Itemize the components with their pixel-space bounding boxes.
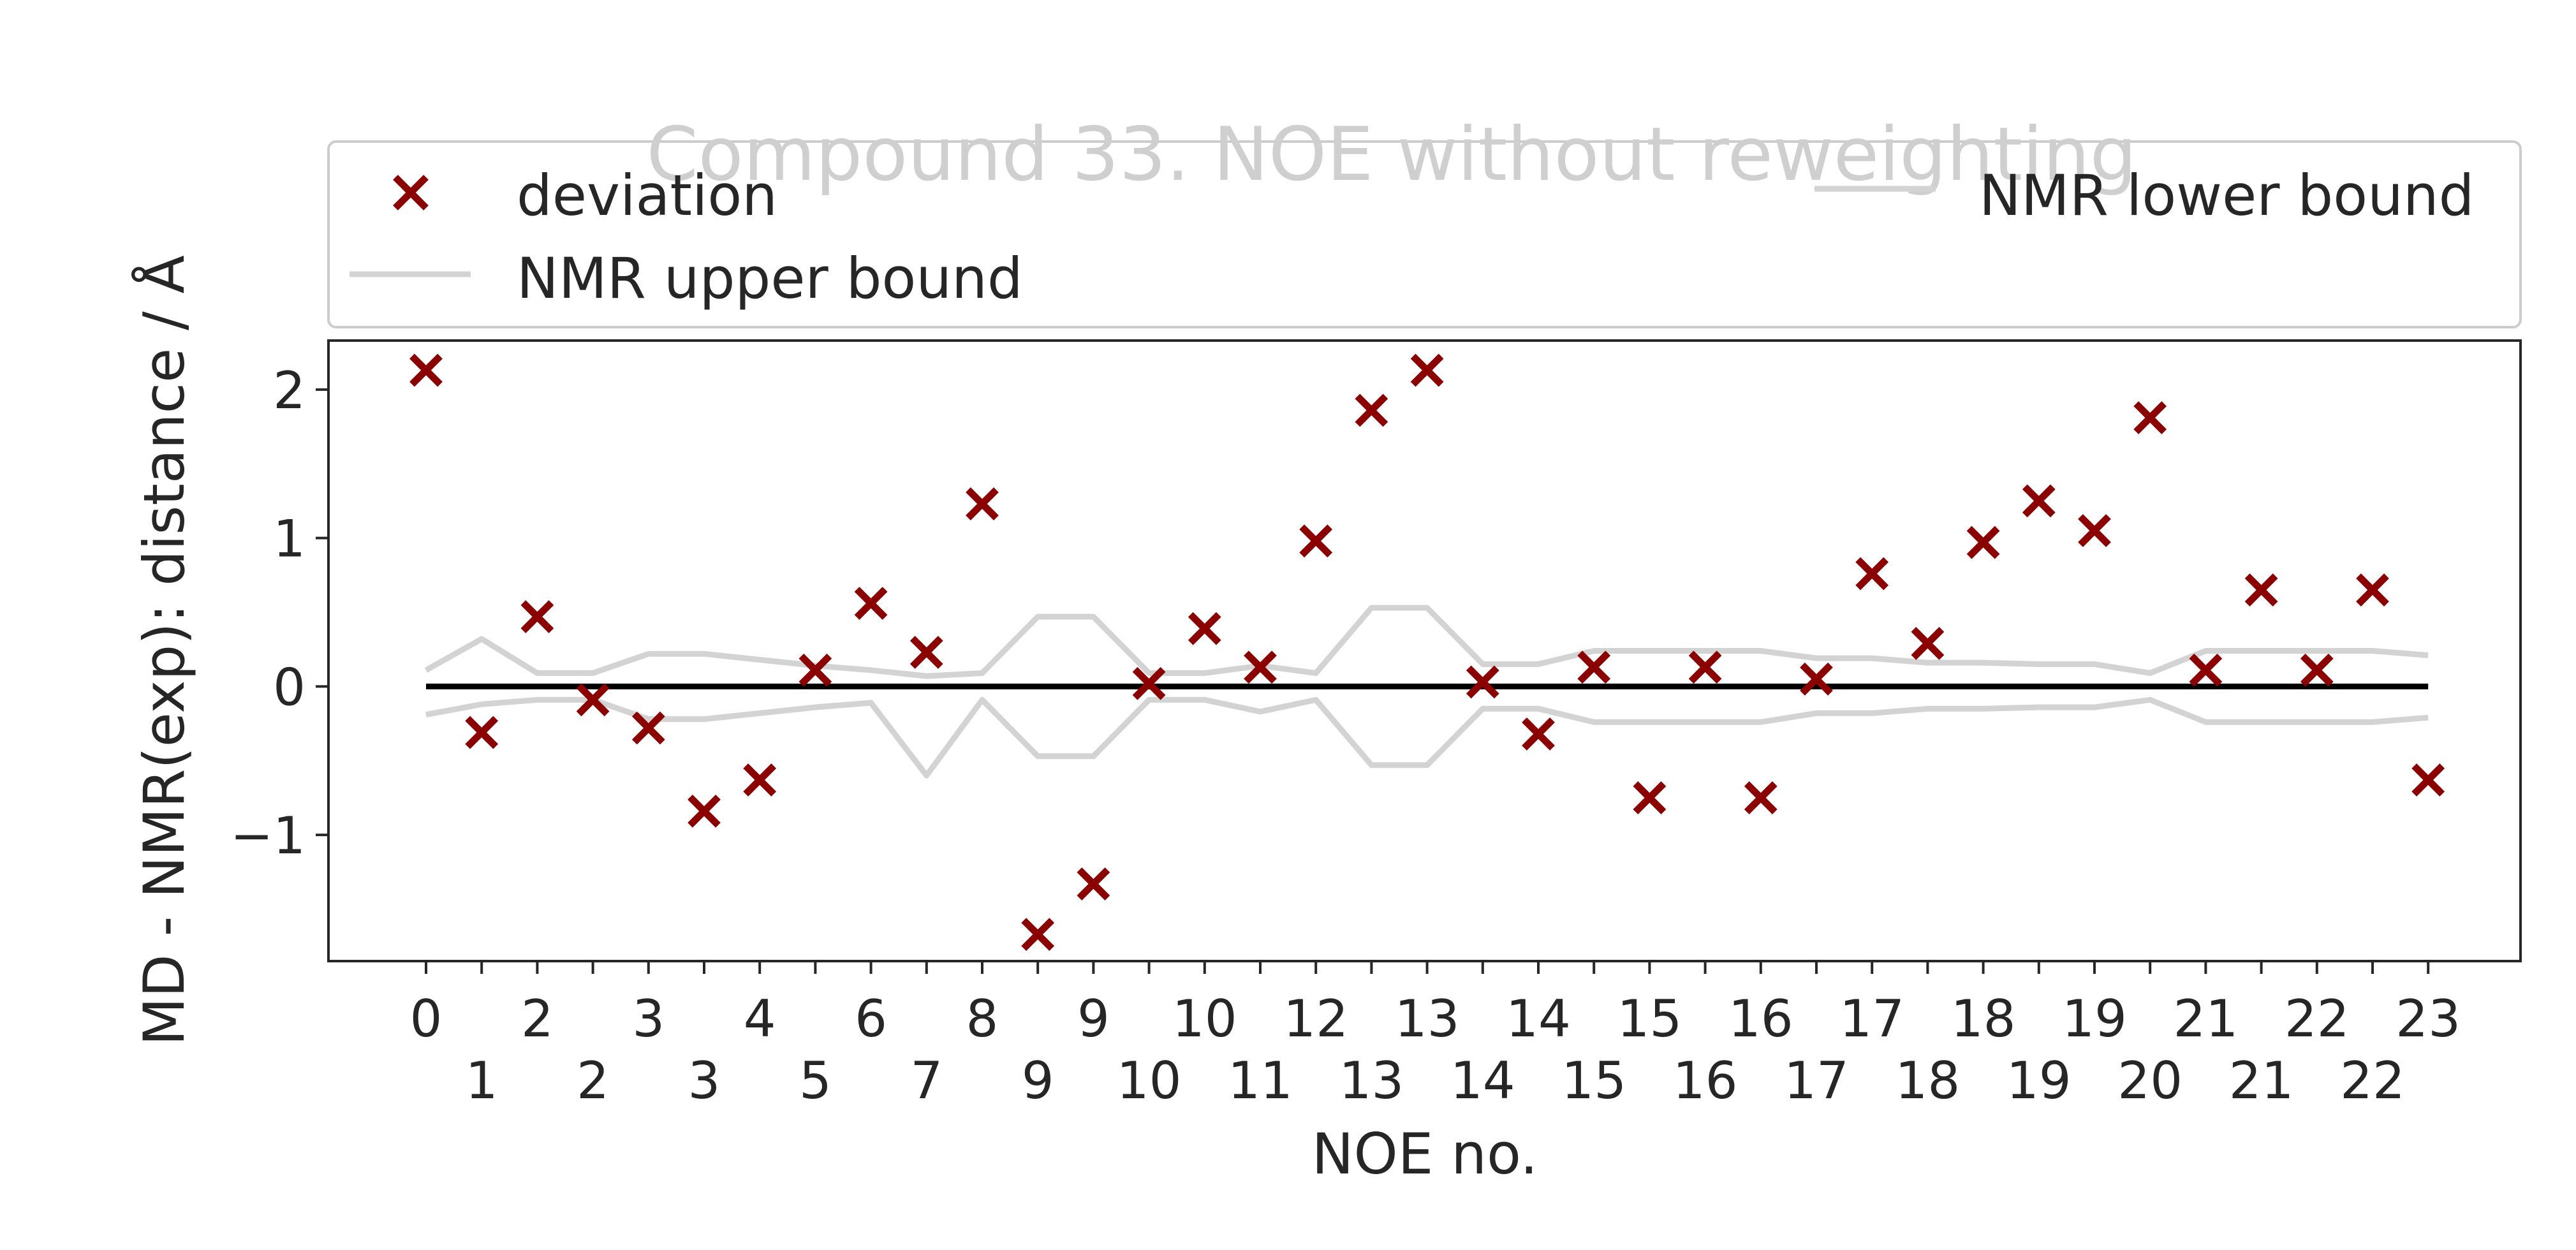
- x-tick-label-bottom: 9: [1022, 1051, 1054, 1110]
- deviation-point: [2022, 484, 2056, 518]
- legend-entry-lower-bound: NMR lower bound: [1814, 163, 2475, 228]
- deviation-point: [2133, 401, 2167, 434]
- deviation-point: [576, 683, 610, 717]
- y-tick-label: 0: [273, 658, 305, 717]
- x-tick-label-top: 18: [1951, 989, 2016, 1048]
- deviation-point: [465, 716, 499, 749]
- deviation-point: [2244, 573, 2278, 607]
- y-tick-label: −1: [230, 806, 305, 865]
- x-tick-label-bottom: 2: [577, 1051, 609, 1110]
- deviation-point: [2189, 653, 2223, 687]
- legend-entry-upper-bound: NMR upper bound: [350, 246, 1023, 311]
- deviation-point: [1522, 717, 1555, 751]
- y-tick-label: 2: [273, 361, 305, 420]
- x-tick-label-bottom: 17: [1784, 1051, 1849, 1110]
- legend-marker-x-icon: [393, 175, 429, 210]
- series-line-nmr-upper-bound: [424, 605, 2429, 679]
- deviation-point: [1077, 867, 1110, 901]
- legend-label-deviation: deviation: [517, 163, 777, 228]
- series-line-nmr-lower-bound: [425, 696, 2429, 779]
- x-tick-label-bottom: 10: [1117, 1051, 1182, 1110]
- x-tick-label-bottom: 3: [688, 1051, 721, 1110]
- x-tick-label-bottom: 5: [799, 1051, 832, 1110]
- x-tick-label-top: 6: [855, 989, 887, 1048]
- x-tick-label-top: 23: [2396, 989, 2461, 1048]
- deviation-point: [1577, 651, 1611, 684]
- deviation-point: [1244, 651, 1277, 684]
- x-tick-label-bottom: 22: [2340, 1051, 2405, 1110]
- x-tick-label-top: 13: [1395, 989, 1460, 1048]
- deviation-point: [2356, 573, 2389, 607]
- deviation-point: [1410, 353, 1444, 387]
- deviation-point: [1355, 393, 1388, 427]
- deviation-point: [1966, 526, 2000, 559]
- x-tick-label-top: 12: [1283, 989, 1348, 1048]
- x-tick-label-top: 19: [2062, 989, 2127, 1048]
- x-tick-label-top: 17: [1839, 989, 1904, 1048]
- deviation-point: [854, 587, 888, 620]
- x-tick-label-top: 21: [2174, 989, 2239, 1048]
- deviation-point: [1800, 662, 1833, 696]
- x-tick-label-bottom: 18: [1895, 1051, 1961, 1110]
- x-tick-label-bottom: 13: [1339, 1051, 1404, 1110]
- x-tick-label-top: 4: [744, 989, 776, 1048]
- x-axis-label: NOE no.: [1312, 1121, 1538, 1187]
- deviation-point: [520, 600, 554, 633]
- x-tick-label-bottom: 11: [1228, 1051, 1293, 1110]
- chart-title: Compound 33. NOE without reweighting: [647, 112, 2137, 198]
- deviation-point: [909, 635, 943, 669]
- deviation-points-layer: [409, 353, 2445, 951]
- deviation-point: [1911, 626, 1945, 660]
- y-axis: −1 0 1 2: [230, 361, 328, 865]
- deviation-point: [799, 653, 832, 687]
- x-tick-label-top: 14: [1506, 989, 1571, 1048]
- x-tick-label-bottom: 21: [2229, 1051, 2294, 1110]
- legend-entry-deviation: deviation: [393, 163, 777, 228]
- x-tick-label-top: 15: [1617, 989, 1682, 1048]
- x-tick-label-bottom: 20: [2117, 1051, 2182, 1110]
- deviation-point: [1744, 781, 1777, 814]
- x-tick-label-bottom: 19: [2006, 1051, 2072, 1110]
- deviation-point: [966, 487, 999, 520]
- deviation-point: [409, 353, 443, 387]
- plot-area: [327, 339, 2522, 962]
- deviation-point: [1021, 918, 1055, 951]
- deviation-point: [743, 763, 777, 797]
- deviation-point: [2078, 514, 2111, 547]
- x-tick-label-top: 0: [410, 989, 443, 1048]
- x-tick-label-top: 8: [966, 989, 999, 1048]
- deviation-point: [1688, 651, 1722, 684]
- x-tick-label-bottom: 1: [466, 1051, 498, 1110]
- y-axis-label: MD - NMR(exp): distance / Å: [131, 255, 197, 1046]
- legend-label-upper-bound: NMR upper bound: [517, 246, 1023, 311]
- x-tick-label-top: 3: [632, 989, 665, 1048]
- x-tick-label-bottom: 16: [1673, 1051, 1738, 1110]
- deviation-point: [688, 795, 721, 828]
- deviation-point: [1855, 557, 1889, 591]
- deviation-point: [1132, 666, 1166, 700]
- legend-box: [327, 140, 2522, 328]
- deviation-point: [2411, 763, 2445, 797]
- deviation-point: [2300, 653, 2334, 687]
- x-tick-label-bottom: 7: [910, 1051, 943, 1110]
- x-tick-label-top: 10: [1172, 989, 1237, 1048]
- legend-label-lower-bound: NMR lower bound: [1979, 163, 2475, 228]
- deviation-point: [1466, 665, 1499, 699]
- x-tick-label-top: 16: [1728, 989, 1793, 1048]
- deviation-point: [1299, 524, 1333, 558]
- y-tick-label: 1: [273, 510, 305, 569]
- x-tick-label-bottom: 15: [1561, 1051, 1626, 1110]
- bound-lines-layer: [424, 605, 2429, 779]
- x-tick-label-bottom: 14: [1450, 1051, 1515, 1110]
- x-axis: 0122334567899101011121313141415151616171…: [410, 961, 2461, 1110]
- deviation-point: [1633, 781, 1667, 814]
- x-tick-label-top: 2: [521, 989, 554, 1048]
- x-tick-label-top: 9: [1077, 989, 1110, 1048]
- deviation-point: [631, 711, 665, 745]
- deviation-point: [1188, 612, 1221, 645]
- x-tick-label-top: 22: [2285, 989, 2350, 1048]
